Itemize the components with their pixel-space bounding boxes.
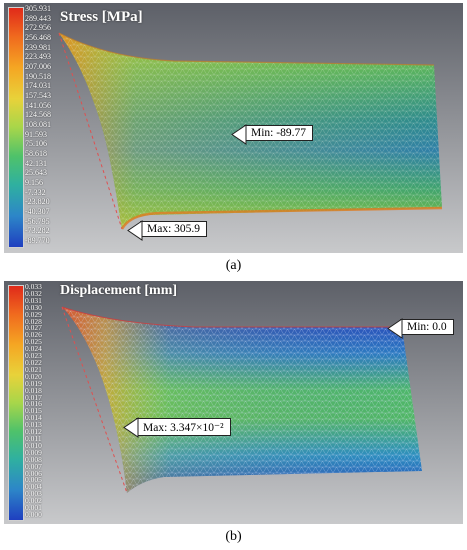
- undeformed-outline-b: [61, 306, 128, 494]
- tick-label: -56.795: [25, 216, 50, 226]
- tick-label: 0.023: [25, 351, 42, 361]
- tick-label: 0.012: [25, 427, 42, 437]
- tick-label: 289.443: [25, 13, 51, 23]
- tick-label: 0.021: [25, 364, 42, 374]
- tick-label: 0.000: [25, 510, 42, 519]
- stress-max-pointer-icon: [127, 220, 143, 241]
- stress-title: Stress [MPa]: [60, 9, 143, 25]
- stress-max-label: Max: 305.9: [147, 223, 201, 235]
- tick-label: 157.543: [25, 91, 51, 100]
- tick-label: 0.008: [25, 454, 42, 464]
- tick-label: 58.618: [25, 149, 47, 158]
- tick-label: -73.282: [25, 226, 50, 236]
- tick-label: 0.005: [25, 475, 42, 485]
- tick-label: 0.015: [25, 406, 42, 416]
- tick-label: 0.028: [25, 316, 42, 326]
- tick-label: 0.017: [25, 392, 42, 402]
- tick-label: 223.493: [25, 52, 51, 62]
- tick-label: 0.003: [25, 489, 42, 499]
- tick-label: 0.013: [25, 420, 42, 430]
- stress-min-pointer-icon: [231, 124, 247, 145]
- tick-label: 0.022: [25, 358, 42, 367]
- displacement-max-callout: Max: 3.347×10⁻²: [136, 418, 231, 436]
- tick-label: 0.027: [25, 323, 42, 333]
- displacement-max-pointer-icon: [123, 417, 139, 438]
- tick-label: 0.030: [25, 302, 42, 312]
- stress-panel: 305.931 289.443 272.956 256.468 239.981 223.4…: [4, 3, 463, 253]
- tick-label: 305.931: [25, 4, 51, 13]
- tick-label: -89.770: [25, 236, 50, 245]
- tick-label: -40.307: [25, 207, 50, 216]
- tick-label: 0.004: [25, 482, 42, 492]
- tick-label: 0.019: [25, 378, 42, 388]
- tick-label: 141.056: [25, 100, 51, 110]
- undeformed-outline: [58, 32, 123, 230]
- tick-label: -7.332: [25, 187, 46, 197]
- tick-label: 272.956: [25, 23, 51, 33]
- tick-label: 0.020: [25, 371, 42, 381]
- stress-min-label: Min: -89.77: [251, 127, 306, 139]
- tick-label: 0.031: [25, 295, 42, 305]
- tick-label: 108.081: [25, 120, 51, 129]
- displacement-title: Displacement [mm]: [60, 283, 178, 298]
- tick-label: 0.011: [25, 434, 42, 443]
- tick-label: 0.032: [25, 288, 42, 298]
- tick-label: 42.131: [25, 158, 47, 168]
- tick-label: 0.014: [25, 413, 42, 423]
- displacement-min-label: Min: 0.0: [407, 321, 447, 333]
- stress-colorbar: [8, 7, 24, 248]
- tick-label: 207.006: [25, 62, 51, 71]
- tick-label: 174.031: [25, 81, 51, 91]
- displacement-panel: 0.033 0.032 0.031 0.030 0.029 0.028 0.027 0.026…: [4, 281, 463, 524]
- tick-label: 239.981: [25, 42, 51, 52]
- caption-b: (b): [225, 529, 242, 544]
- stress-min-callout: Min: -89.77: [244, 125, 313, 141]
- stress-max-callout: Max: 305.9: [140, 221, 208, 237]
- tick-label: 75.106: [25, 139, 47, 149]
- tick-label: 0.002: [25, 496, 42, 506]
- tick-label: 0.025: [25, 337, 42, 347]
- tick-label: 256.468: [25, 33, 51, 42]
- tick-label: 0.006: [25, 468, 42, 478]
- tick-label: 0.016: [25, 399, 42, 409]
- tick-label: 0.026: [25, 330, 42, 340]
- tick-label: 190.518: [25, 71, 51, 81]
- tick-label: 0.033: [25, 282, 42, 291]
- tick-label: 0.018: [25, 385, 42, 395]
- caption-a: (a): [225, 258, 242, 273]
- tick-label: 0.029: [25, 309, 42, 319]
- displacement-min-callout: Min: 0.0: [400, 319, 454, 335]
- displacement-max-label: Max: 3.347×10⁻²: [143, 422, 224, 434]
- tick-label: 0.010: [25, 440, 42, 450]
- tick-label: 0.009: [25, 447, 42, 457]
- displacement-min-pointer-icon: [387, 318, 403, 339]
- displacement-colorbar: [8, 285, 24, 521]
- tick-label: 25.643: [25, 168, 47, 178]
- tick-label: 124.568: [25, 110, 51, 120]
- tick-label: 9.156: [25, 178, 43, 187]
- tick-label: 0.024: [25, 344, 42, 354]
- tick-label: 0.007: [25, 461, 42, 471]
- displacement-viewport: [4, 281, 463, 524]
- tick-label: 91.593: [25, 129, 47, 139]
- tick-label: -23.820: [25, 197, 50, 207]
- tick-label: 0.001: [25, 503, 42, 513]
